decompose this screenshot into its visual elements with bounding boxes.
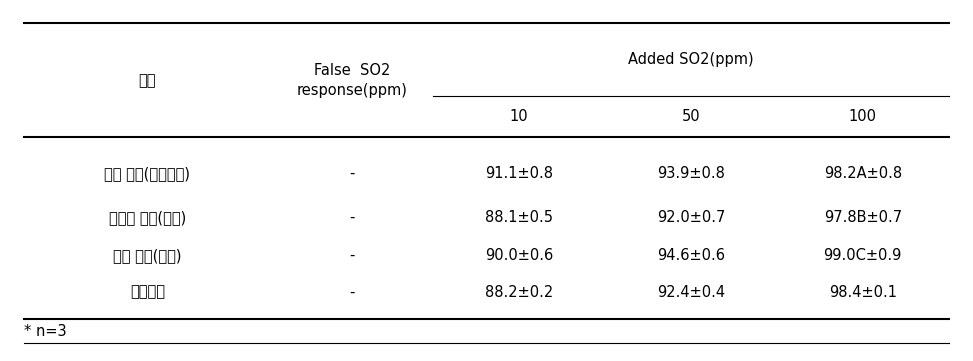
Text: 액상 시료(식초): 액상 시료(식초) — [113, 248, 182, 263]
Text: 98.2A±0.8: 98.2A±0.8 — [824, 166, 902, 181]
Text: 10: 10 — [510, 109, 528, 124]
Text: 92.4±0.4: 92.4±0.4 — [657, 284, 725, 300]
Text: 100: 100 — [848, 109, 877, 124]
Text: 91.1±0.8: 91.1±0.8 — [485, 166, 553, 181]
Text: 92.0±0.7: 92.0±0.7 — [657, 210, 725, 225]
Text: 90.0±0.6: 90.0±0.6 — [485, 248, 553, 263]
Text: -: - — [349, 166, 354, 181]
Text: -: - — [349, 284, 354, 300]
Text: -: - — [349, 248, 354, 263]
Text: Added SO2(ppm): Added SO2(ppm) — [628, 52, 754, 67]
Text: 50: 50 — [681, 109, 701, 124]
Text: 94.6±0.6: 94.6±0.6 — [657, 248, 725, 263]
Text: 88.1±0.5: 88.1±0.5 — [485, 210, 553, 225]
Text: 88.2±0.2: 88.2±0.2 — [485, 284, 553, 300]
Text: 표준용액: 표준용액 — [130, 284, 164, 300]
Text: 시료: 시료 — [139, 73, 157, 88]
Text: 93.9±0.8: 93.9±0.8 — [657, 166, 725, 181]
Text: 97.8B±0.7: 97.8B±0.7 — [824, 210, 902, 225]
Text: 99.0C±0.9: 99.0C±0.9 — [823, 248, 902, 263]
Text: False  SO2
response(ppm): False SO2 response(ppm) — [297, 63, 408, 98]
Text: 고형 시료(바나나칩): 고형 시료(바나나칩) — [104, 166, 191, 181]
Text: 98.4±0.1: 98.4±0.1 — [829, 284, 897, 300]
Text: * n=3: * n=3 — [24, 324, 67, 339]
Text: 반고형 시료(물쥿): 반고형 시료(물쥿) — [109, 210, 186, 225]
Text: -: - — [349, 210, 354, 225]
